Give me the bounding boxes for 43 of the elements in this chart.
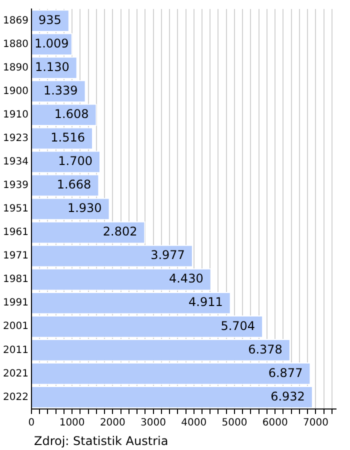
data-label: 1.668 — [56, 178, 92, 192]
x-tick-label: 5000 — [222, 418, 248, 429]
data-label: 6.378 — [248, 342, 282, 356]
data-label: 1.930 — [67, 201, 102, 216]
y-tick-label: 1900 — [2, 86, 28, 97]
text: Zdroj: Statistik Austria — [34, 434, 168, 448]
data-label: 1.009 — [34, 36, 69, 50]
data-label: 1.130 — [34, 60, 70, 74]
y-tick-label: 2011 — [2, 344, 28, 356]
data-label: 1.608 — [54, 107, 89, 122]
x-tick-label: 1000 — [59, 418, 85, 429]
data-label: 1.339 — [43, 83, 78, 98]
y-tick-label: 1939 — [2, 180, 28, 192]
y-tick-label: 1961 — [2, 227, 28, 238]
y-tick-label: 1981 — [2, 274, 28, 286]
x-tick-label: 2000 — [100, 418, 126, 429]
data-label: 5.704 — [220, 318, 256, 333]
y-tick-label: 1910 — [2, 109, 28, 120]
y-tick-label: 1934 — [2, 156, 28, 168]
x-tick-label: 7000 — [302, 418, 328, 429]
x-tick-label: 6000 — [262, 418, 288, 429]
y-tick-label: 1869 — [2, 15, 28, 26]
data-label: 1.700 — [58, 154, 92, 168]
x-tick-label: 0 — [28, 418, 35, 429]
data-label: 1.516 — [50, 130, 86, 145]
x-tick-label: 4000 — [181, 418, 207, 429]
data-label: 3.977 — [150, 248, 185, 262]
y-tick-label: 1890 — [2, 62, 28, 74]
data-label: 6.877 — [268, 366, 303, 380]
data-label: 935 — [38, 12, 62, 27]
y-tick-label: 1880 — [2, 38, 28, 50]
y-tick-label: 1991 — [2, 298, 28, 309]
y-tick-label: 2022 — [2, 392, 28, 403]
x-tick-label: 3000 — [140, 418, 166, 429]
y-tick-label: 1923 — [2, 133, 28, 144]
y-tick-label: 2001 — [2, 321, 28, 332]
y-tick-label: 2021 — [2, 368, 28, 380]
y-tick-label: 1971 — [2, 250, 28, 262]
data-label: 4.430 — [168, 272, 204, 286]
y-tick-label: 1951 — [2, 204, 28, 215]
data-label: 2.802 — [102, 224, 138, 239]
data-label: 4.911 — [188, 295, 223, 310]
data-label: 6.932 — [270, 389, 305, 404]
